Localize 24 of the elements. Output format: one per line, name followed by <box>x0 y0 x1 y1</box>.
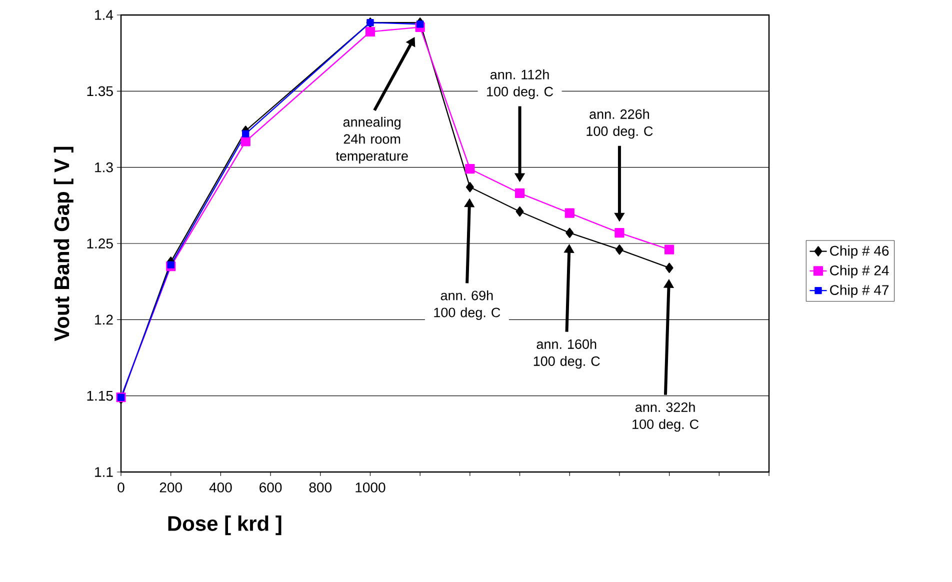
annotation: annealing 24h room temperature <box>336 116 408 164</box>
y-tick-label: 1.1 <box>95 467 113 477</box>
legend-label: Chip # 47 <box>830 284 889 298</box>
x-tick-label: 800 <box>309 482 332 492</box>
annotation: ann. 69h 100 deg. C <box>434 290 500 320</box>
y-tick-label: 1.35 <box>87 86 113 96</box>
y-tick-label: 1.2 <box>95 314 113 325</box>
legend-label: Chip # 46 <box>830 245 889 259</box>
x-axis-title: Dose [ krd ] <box>168 516 282 536</box>
y-tick-label: 1.4 <box>95 10 114 20</box>
y-tick-label: 1.25 <box>87 238 113 248</box>
annotation: ann. 226h 100 deg. C <box>586 109 653 139</box>
x-tick-label: 600 <box>260 482 282 492</box>
y-axis-title: Vout Band Gap [ V ] <box>54 146 74 342</box>
y-tick-label: 1.3 <box>95 162 113 172</box>
annotation: ann. 322h 100 deg. C <box>632 402 699 432</box>
annotation: ann. 112h 100 deg. C <box>487 69 554 100</box>
legend-label: Chip # 24 <box>830 265 889 278</box>
x-tick-label: 200 <box>160 482 182 492</box>
x-tick-label: 1000 <box>356 482 386 492</box>
annotation: ann. 160h 100 deg. C <box>534 339 600 369</box>
y-tick-label: 1.15 <box>87 390 113 401</box>
x-tick-label: 0 <box>118 482 124 492</box>
x-tick-label: 400 <box>209 482 232 492</box>
